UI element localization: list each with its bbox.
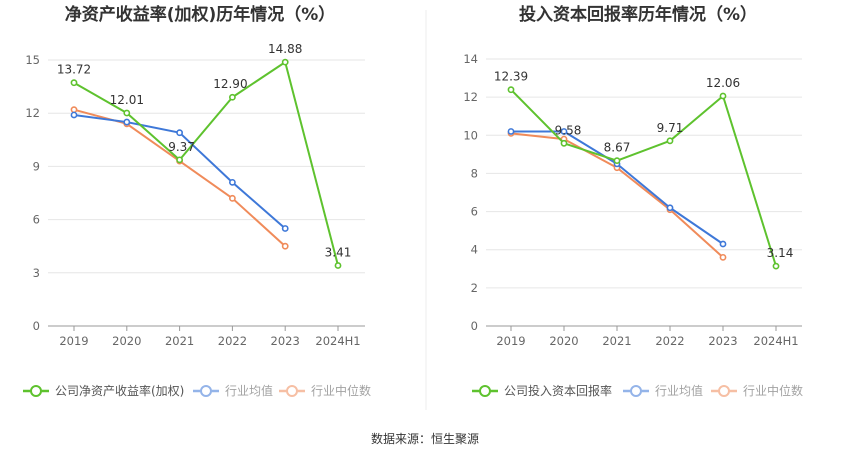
data-label: 13.72 <box>57 63 91 77</box>
roe-chart: 净资产收益率(加权)历年情况（%） 0 3 6 9 12 15 2019 2020 2021 202… <box>23 4 371 398</box>
y-tick-label: 6 <box>471 205 478 219</box>
legend-label: 行业中位数 <box>311 383 371 398</box>
data-point-company <box>772 262 780 270</box>
data-point-average <box>176 129 183 137</box>
legend-label: 行业均值 <box>225 383 273 398</box>
y-tick-label: 6 <box>33 213 40 227</box>
data-point-company <box>719 92 727 100</box>
legend-item-average[interactable]: 行业均值 <box>193 383 273 398</box>
data-point-median <box>228 194 236 202</box>
data-point-average <box>666 204 674 212</box>
series-line-company <box>73 61 339 266</box>
data-point-average <box>719 240 727 248</box>
y-tick-label: 3 <box>33 266 40 280</box>
legend-marker <box>200 385 212 397</box>
x-tick-label: 2022 <box>218 334 247 348</box>
data-point-company <box>228 93 236 101</box>
data-point-average <box>507 128 515 135</box>
data-point-average <box>228 178 236 186</box>
data-point-company <box>334 262 342 269</box>
legend-item-median[interactable]: 行业中位数 <box>711 383 803 398</box>
data-point-company <box>123 109 131 117</box>
roic-chart: 投入资本回报率历年情况（%） 0 2 4 6 8 10 12 14 2019 2020 2021 202… <box>463 4 803 398</box>
y-tick-label: 4 <box>471 243 478 257</box>
legend-marker <box>286 385 298 397</box>
data-label: 9.71 <box>657 121 684 135</box>
data-point-average <box>70 111 78 119</box>
legend-label: 公司投入资本回报率 <box>504 383 612 398</box>
data-point-median <box>719 253 727 261</box>
data-point-company <box>70 79 78 87</box>
x-tick-label: 2019 <box>59 334 88 348</box>
data-label: 8.67 <box>604 141 631 155</box>
y-tick-label: 15 <box>25 53 40 67</box>
y-tick-label: 8 <box>471 166 478 180</box>
data-label: 12.01 <box>110 93 144 107</box>
data-point-company <box>281 58 289 66</box>
data-point-company <box>613 157 621 165</box>
data-point-average <box>123 118 131 126</box>
y-tick-label: 14 <box>463 52 478 66</box>
x-tick-label: 2023 <box>271 334 300 348</box>
y-tick-label: 0 <box>471 319 478 333</box>
legend-item-company[interactable]: 公司投入资本回报率 <box>472 383 612 398</box>
data-point-company <box>560 139 568 147</box>
data-label: 3.14 <box>767 246 794 260</box>
chart-title: 投入资本回报率历年情况（%） <box>519 4 757 25</box>
x-tick-label: 2020 <box>112 334 141 348</box>
x-tick-label: 2023 <box>708 334 737 348</box>
x-tick-label: 2020 <box>549 334 578 348</box>
y-tick-label: 10 <box>463 128 478 142</box>
x-tick-label: 2022 <box>655 334 684 348</box>
x-tick-label: 2019 <box>496 334 525 348</box>
x-tick-label: 2021 <box>602 334 631 348</box>
data-label: 3.41 <box>325 246 352 260</box>
legend-marker <box>479 385 491 397</box>
data-source-text: 数据来源：恒生聚源 <box>371 431 479 446</box>
y-tick-label: 2 <box>471 281 478 295</box>
data-label: 14.88 <box>268 42 302 56</box>
legend-label: 行业均值 <box>655 383 703 398</box>
data-label: 12.39 <box>494 70 528 84</box>
legend-label: 公司净资产收益率(加权) <box>55 383 184 398</box>
legend-marker <box>30 385 42 397</box>
data-point-company <box>507 86 515 94</box>
y-tick-label: 0 <box>33 319 40 333</box>
legend-label: 行业中位数 <box>743 383 803 398</box>
legend-item-median[interactable]: 行业中位数 <box>279 383 371 398</box>
y-tick-label: 12 <box>25 106 40 120</box>
series-line-company <box>510 89 777 267</box>
legend-marker <box>630 385 642 397</box>
chart-title: 净资产收益率(加权)历年情况（%） <box>65 4 336 25</box>
data-point-median <box>70 106 78 114</box>
data-point-average <box>560 128 568 135</box>
x-tick-label: 2021 <box>165 334 194 348</box>
data-point-median <box>281 242 289 250</box>
legend-item-average[interactable]: 行业均值 <box>623 383 703 398</box>
legend-item-company[interactable]: 公司净资产收益率(加权) <box>23 383 184 398</box>
data-label: 12.90 <box>213 77 247 91</box>
x-tick-label: 2024H1 <box>753 334 798 348</box>
data-label: 9.37 <box>168 140 195 154</box>
data-point-company <box>666 137 674 145</box>
legend-marker <box>718 385 730 397</box>
data-point-company <box>176 156 183 164</box>
data-point-average <box>281 225 289 232</box>
data-label: 9.58 <box>555 123 582 137</box>
x-tick-label: 2024H1 <box>315 334 360 348</box>
data-label: 12.06 <box>706 76 740 90</box>
y-tick-label: 9 <box>33 159 40 173</box>
y-tick-label: 12 <box>463 90 478 104</box>
